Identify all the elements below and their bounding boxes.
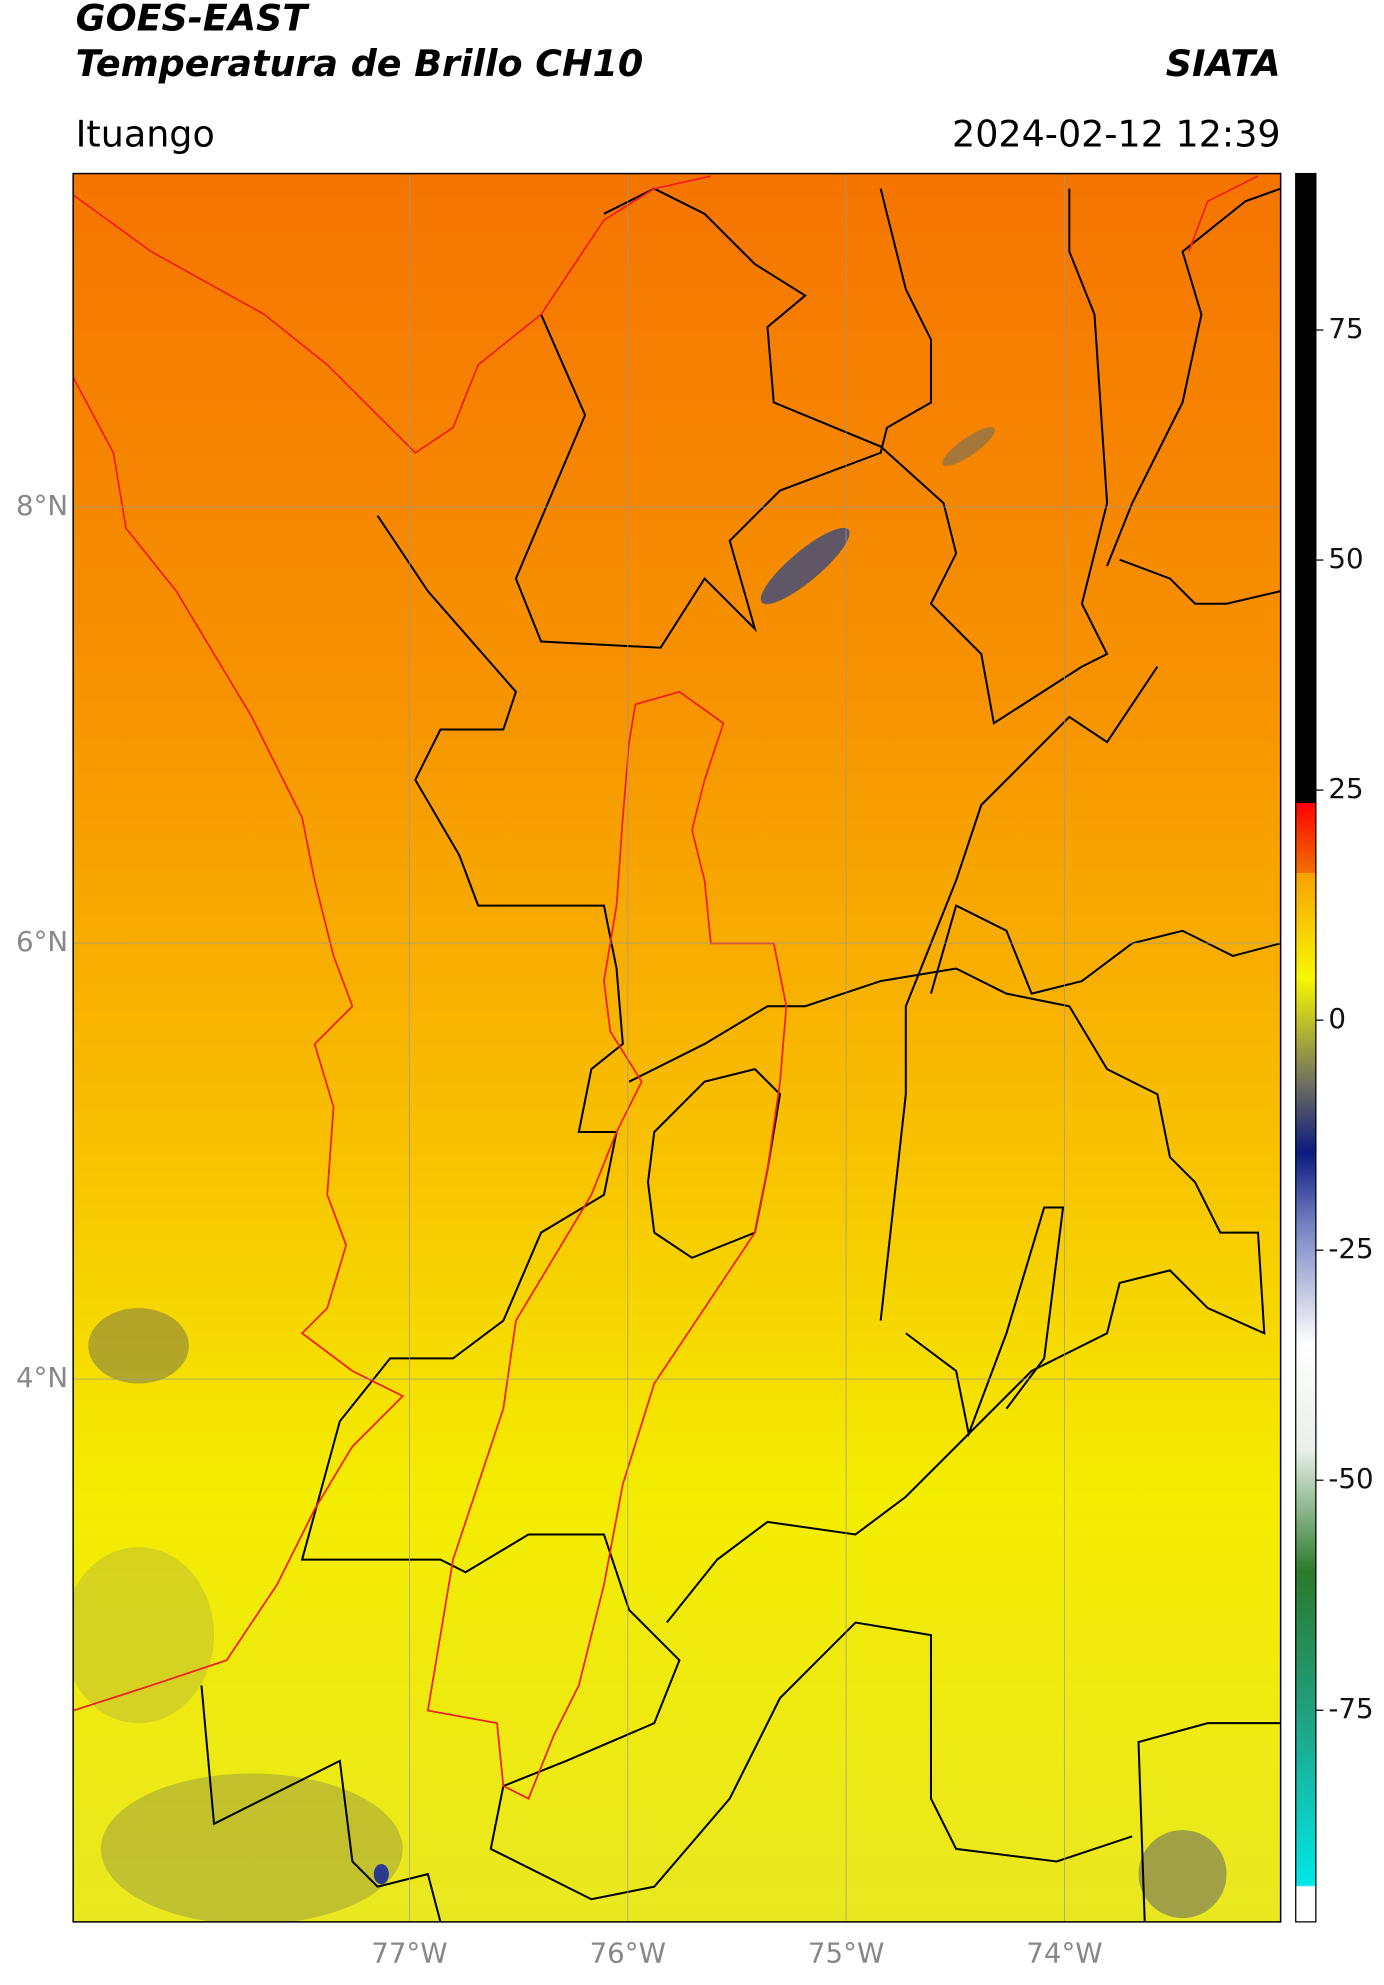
map-background	[73, 173, 1281, 1922]
grid	[73, 173, 1281, 1922]
y-tick-label: 6°N	[16, 925, 68, 958]
x-tick-label: 75°W	[808, 1937, 884, 1970]
colorbar-tick-label: -50	[1328, 1462, 1373, 1495]
cloud-features	[73, 427, 1227, 1922]
borders	[200, 187, 1281, 1922]
map	[73, 173, 1281, 1922]
colorbar-tick-label: -75	[1328, 1692, 1373, 1725]
x-tick-label: 76°W	[590, 1937, 666, 1970]
subtitle: Temperatura de Brillo CH10	[76, 42, 644, 85]
title: GOES-EAST	[76, 0, 311, 40]
x-tick-label: 74°W	[1026, 1937, 1102, 1970]
map-frame	[72, 172, 1282, 1923]
source: SIATA	[1166, 42, 1281, 85]
colorbar	[1295, 172, 1317, 1923]
colorbar-tick-label: 0	[1328, 1002, 1346, 1035]
region: Ituango	[76, 112, 215, 155]
x-tick-label: 77°W	[371, 1937, 447, 1970]
colorbar-ticks: 75 50 25 0 -25 -50 -75	[1315, 312, 1374, 1725]
y-tick-label: 8°N	[16, 489, 68, 522]
axes: 77°W 76°W 75°W 74°W 8°N 6°N 4°N	[16, 489, 1103, 1969]
colorbar-tick-label: 25	[1328, 772, 1363, 805]
colorbar-tick-label: -25	[1328, 1232, 1373, 1265]
datetime: 2024-02-12 12:39	[952, 112, 1281, 155]
colorbar-tick-label: 75	[1328, 312, 1363, 345]
coastline	[73, 175, 1259, 1712]
colorbar-tick-label: 50	[1328, 542, 1363, 575]
y-tick-label: 4°N	[16, 1361, 68, 1394]
